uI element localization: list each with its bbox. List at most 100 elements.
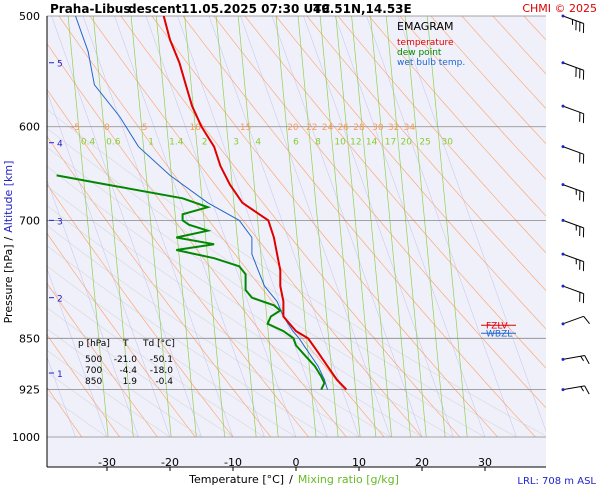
wind-barb-half-flag (580, 355, 584, 362)
pressure-tick-label: 1000 (12, 431, 40, 444)
legend-temperature: temperature (397, 38, 454, 48)
xlabel: Temperature [°C] / Mixing ratio [g/kg] (188, 473, 399, 486)
wind-barb-half-flag (580, 386, 584, 392)
wind-barb-flag (584, 355, 590, 365)
moist-adiabat-line (47, 185, 423, 438)
wind-barb-staff (562, 146, 584, 155)
temperature-tick-label: 30 (478, 456, 492, 469)
isotherm-line (271, 16, 423, 438)
legend-title: EMAGRAM (397, 20, 454, 33)
pressure-ticks: 500 600 700 850 925 1000 (12, 10, 40, 444)
table-cell: -50.1 (150, 355, 173, 365)
xlabel-mixing-ratio: Mixing ratio [g/kg] (298, 473, 399, 486)
mixing-ratio-line (319, 16, 361, 438)
pressure-tick-label: 500 (19, 10, 40, 23)
altitude-tick-label: 3 (57, 217, 63, 227)
wetbulb-line (75, 16, 328, 390)
moist-adiabat-line (47, 286, 265, 438)
mixing-ratio-line (275, 16, 317, 438)
dry-adiabat-line (213, 16, 546, 409)
wind-barb-station (561, 388, 565, 392)
moist-adiabat-line (47, 225, 360, 438)
isotherm-line (303, 16, 454, 438)
isotherm-line (114, 16, 265, 438)
dry-adiabat-label: 30 (372, 123, 384, 133)
mixing-ratio-line (92, 16, 134, 438)
mixing-ratio-label: 2 (202, 138, 208, 148)
dry-adiabat-line (47, 135, 272, 438)
mixing-ratio-line (184, 16, 225, 438)
wind-barb-staff (562, 219, 584, 229)
table-cell: -0.4 (155, 377, 173, 387)
ylabel: Pressure [hPa] / Altitude [km] (2, 161, 15, 324)
wind-barb-station (561, 61, 565, 65)
mixing-ratio-label: 20 (401, 138, 413, 148)
temperature-tick-label: 10 (352, 456, 366, 469)
wind-barb-staff (562, 285, 584, 295)
dry-adiabat-line (47, 232, 196, 438)
profiles (56, 16, 348, 391)
dry-adiabat-line (306, 16, 546, 292)
wind-barb-flag (584, 385, 590, 395)
wbzl-label: WBZL (486, 329, 512, 339)
dry-adiabat-line (47, 88, 309, 438)
temperature-ticks: -30 -20 -10 0 10 20 30 (98, 456, 492, 471)
isotherm-line (47, 179, 139, 438)
mixing-ratio-lines (67, 16, 468, 438)
wind-barb-station (561, 284, 565, 288)
moist-adiabat-line (47, 307, 234, 438)
isotherm-line (397, 16, 546, 433)
mixing-ratio-label: 3 (233, 138, 239, 148)
moist-adiabat-line (47, 108, 546, 437)
dry-adiabat-line (120, 16, 461, 438)
pressure-tick-label: 850 (19, 332, 40, 345)
temperature-tick-label: -20 (161, 456, 179, 469)
isotherm-line (366, 16, 517, 438)
mixing-ratio-label: 1 (148, 138, 154, 148)
dry-adiabat-line (47, 183, 234, 438)
moist-adiabat-line (47, 349, 171, 438)
isotherm-line (334, 16, 486, 438)
dry-adiabat-label: 26 (338, 123, 350, 133)
wind-barb-staff (562, 184, 584, 193)
mixing-ratio-line (426, 16, 468, 438)
mixing-ratio-label: 0.4 (81, 138, 96, 148)
moist-adiabat-line (47, 205, 391, 438)
isotherm-line (47, 267, 108, 438)
moist-adiabat-line (47, 265, 297, 438)
dry-adiabat-line (275, 16, 546, 330)
isotherm-line (240, 16, 391, 438)
dry-adiabat-line (47, 43, 347, 438)
isobars (47, 15, 546, 438)
pressure-tick-label: 700 (19, 214, 40, 227)
header-mode: descent (128, 2, 182, 16)
wind-barb-staff (562, 315, 584, 325)
mixing-ratio-line (237, 16, 279, 438)
isotherms (47, 16, 546, 438)
dry-adiabat-label: 20 (287, 123, 299, 133)
dry-adiabat-line (89, 16, 423, 438)
header-location: 49.51N,14.53E (313, 2, 412, 16)
isotherm-line (47, 356, 76, 438)
table-cell: -21.0 (114, 355, 138, 365)
wind-barb-station (561, 322, 565, 326)
pressure-tick-label: 925 (19, 384, 40, 397)
dry-adiabat-label: 5 (142, 123, 148, 133)
fzl-label: FZLV (486, 321, 508, 331)
dry-adiabat-line (461, 16, 546, 110)
wind-barb-station (561, 252, 565, 256)
temperature-tick-label: 0 (293, 456, 300, 469)
wind-barb-station (561, 14, 565, 18)
wind-barb-station (561, 218, 565, 222)
table-cell: 500 (85, 355, 102, 365)
wind-barb-station (561, 183, 565, 187)
ylabel-pressure: Pressure [hPa] (2, 244, 15, 323)
mixing-ratio-label: 25 (419, 138, 430, 148)
dry-adiabat-labels: -5 0 5 10 15 20 22 24 26 28 30 32 34 (71, 123, 415, 133)
wind-barb-station (561, 104, 565, 108)
xlabel-temperature: Temperature [°C] (188, 473, 284, 486)
wind-barbs (561, 14, 590, 395)
isotherm-line (82, 16, 234, 438)
credit-text: CHMI © 2025 (522, 2, 597, 15)
